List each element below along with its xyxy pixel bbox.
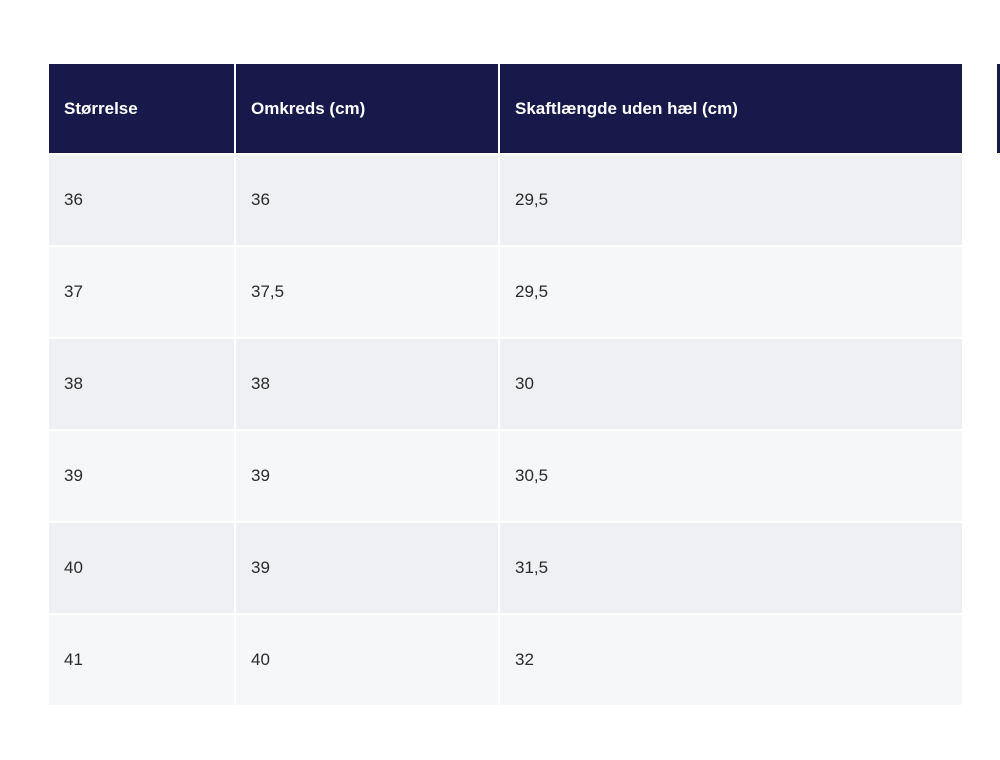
cell-circumference: 37,5 (236, 247, 498, 337)
cell-size: 38 (49, 339, 234, 429)
cell-shaft-length: 32 (500, 615, 962, 705)
cell-shaft-length: 30 (500, 339, 962, 429)
cell-shaft-length: 30,5 (500, 431, 962, 521)
cell-shaft-length: 31,5 (500, 523, 962, 613)
cell-circumference: 39 (236, 431, 498, 521)
cell-size: 40 (49, 523, 234, 613)
header-size: Størrelse (49, 64, 234, 153)
cell-circumference: 36 (236, 155, 498, 245)
cell-circumference: 39 (236, 523, 498, 613)
size-table: Størrelse Omkreds (cm) Skaftlængde uden … (49, 64, 962, 705)
cell-size: 39 (49, 431, 234, 521)
cell-shaft-length: 29,5 (500, 247, 962, 337)
header-shaft-length: Skaftlængde uden hæl (cm) (500, 64, 962, 153)
cell-size: 36 (49, 155, 234, 245)
cell-size: 41 (49, 615, 234, 705)
cell-shaft-length: 29,5 (500, 155, 962, 245)
cell-circumference: 38 (236, 339, 498, 429)
cell-size: 37 (49, 247, 234, 337)
header-circumference: Omkreds (cm) (236, 64, 498, 153)
adjacent-table-edge (997, 64, 1000, 153)
cell-circumference: 40 (236, 615, 498, 705)
